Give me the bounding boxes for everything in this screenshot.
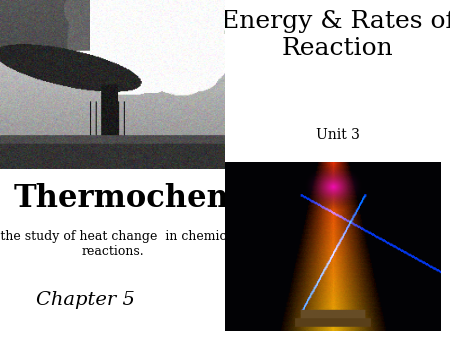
Text: Chapter 5: Chapter 5 — [36, 291, 135, 309]
Text: Energy & Rates of
Reaction: Energy & Rates of Reaction — [220, 10, 450, 60]
Text: Unit 3: Unit 3 — [315, 128, 360, 142]
Text: is the study of heat change  in chemical
reactions.: is the study of heat change in chemical … — [0, 230, 238, 258]
Text: Thermochemistry: Thermochemistry — [14, 183, 316, 214]
